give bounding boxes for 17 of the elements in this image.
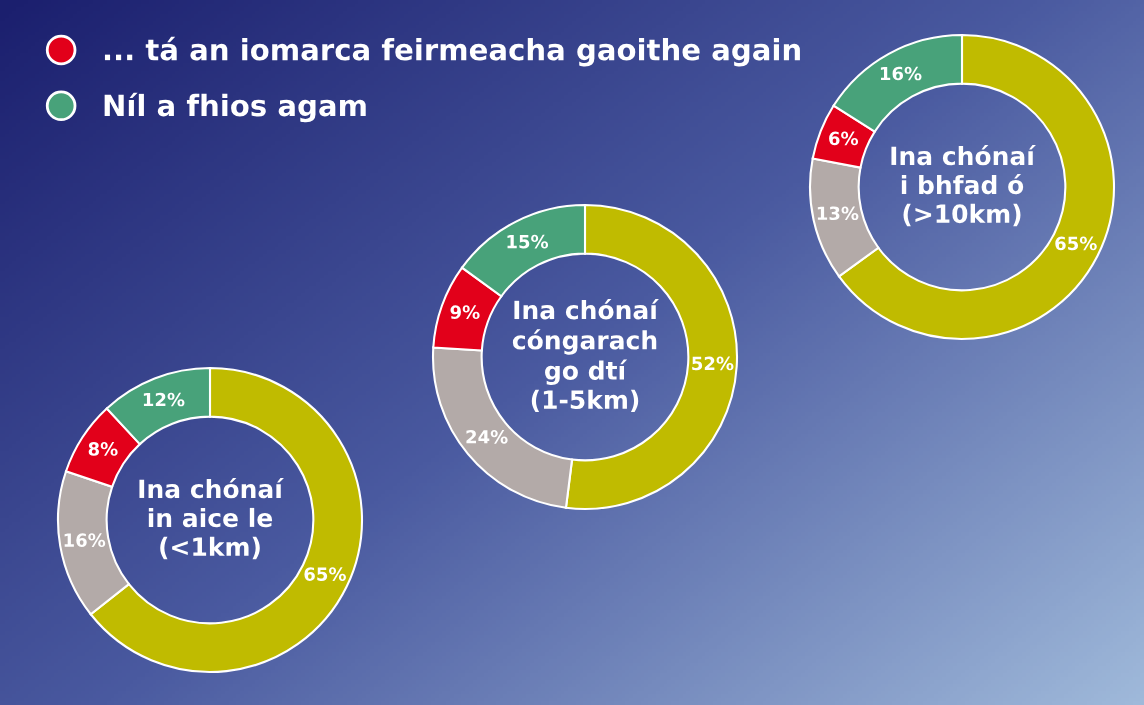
data-label: 8% — [88, 442, 118, 456]
data-label: 15% — [507, 234, 549, 249]
legend-label: ... tá an iomarca feirmeacha gaoithe again — [104, 36, 800, 67]
text: Ina chónaí i bhfad ó (>10km) — [891, 144, 1036, 227]
data-label: 24% — [466, 429, 508, 444]
data-label: 52% — [692, 356, 734, 371]
text: Ina chónaí cóngarach go dtí (1-5km) — [512, 299, 659, 413]
text: Ina chónaí in aice le (<1km) — [139, 477, 284, 560]
data-label: 65% — [1055, 236, 1097, 251]
data-label: 6% — [829, 131, 859, 146]
data-label: 9% — [450, 305, 480, 319]
legend-label: Níl a fhios agam — [104, 92, 366, 123]
data-label: 16% — [880, 66, 922, 81]
data-label: 65% — [304, 567, 346, 581]
data-label: 13% — [817, 206, 859, 221]
data-label: 16% — [64, 533, 106, 547]
data-label: 12% — [143, 392, 185, 407]
